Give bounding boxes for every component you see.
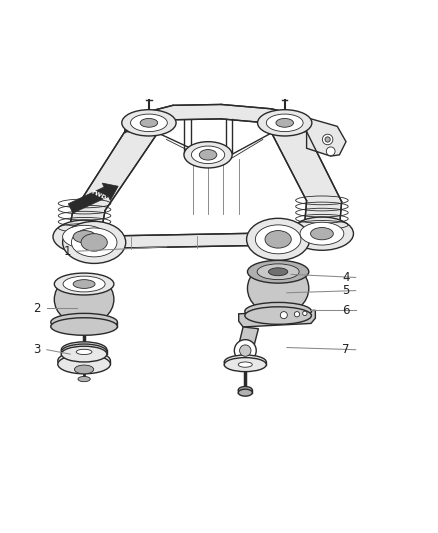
- Polygon shape: [68, 183, 118, 213]
- Ellipse shape: [258, 110, 312, 136]
- Ellipse shape: [247, 262, 309, 314]
- Ellipse shape: [255, 225, 301, 254]
- Ellipse shape: [238, 362, 252, 367]
- Ellipse shape: [76, 349, 92, 354]
- Text: 4: 4: [342, 271, 350, 284]
- Circle shape: [322, 134, 333, 145]
- Polygon shape: [125, 104, 307, 132]
- Text: 6: 6: [342, 304, 350, 317]
- Ellipse shape: [238, 389, 252, 396]
- Ellipse shape: [290, 217, 353, 251]
- Text: 2: 2: [33, 302, 41, 314]
- Ellipse shape: [58, 354, 110, 374]
- Ellipse shape: [131, 114, 167, 132]
- Ellipse shape: [224, 355, 266, 369]
- Ellipse shape: [268, 272, 275, 277]
- Polygon shape: [237, 327, 258, 361]
- Ellipse shape: [245, 307, 311, 324]
- Ellipse shape: [61, 344, 107, 360]
- Ellipse shape: [81, 233, 107, 251]
- Polygon shape: [272, 132, 342, 228]
- Ellipse shape: [199, 150, 217, 160]
- Ellipse shape: [78, 376, 90, 382]
- Ellipse shape: [247, 219, 310, 260]
- Circle shape: [326, 147, 335, 156]
- Polygon shape: [68, 232, 304, 249]
- Ellipse shape: [140, 118, 158, 127]
- Ellipse shape: [71, 228, 117, 257]
- Circle shape: [240, 345, 251, 356]
- Ellipse shape: [265, 231, 291, 248]
- Ellipse shape: [74, 365, 94, 374]
- Text: 1: 1: [64, 245, 72, 257]
- Ellipse shape: [279, 273, 289, 279]
- Ellipse shape: [51, 318, 117, 335]
- Ellipse shape: [53, 220, 116, 253]
- Ellipse shape: [245, 302, 311, 320]
- Ellipse shape: [266, 114, 303, 132]
- Polygon shape: [239, 310, 315, 327]
- Circle shape: [303, 311, 307, 316]
- Circle shape: [325, 137, 330, 142]
- Ellipse shape: [224, 358, 266, 372]
- Ellipse shape: [54, 274, 114, 325]
- Ellipse shape: [281, 274, 286, 278]
- Ellipse shape: [257, 264, 299, 280]
- Circle shape: [280, 312, 287, 319]
- Ellipse shape: [54, 273, 114, 295]
- Text: 7: 7: [342, 343, 350, 356]
- Text: FWD: FWD: [90, 189, 107, 200]
- Ellipse shape: [276, 118, 293, 127]
- Polygon shape: [68, 132, 158, 236]
- Ellipse shape: [73, 231, 96, 243]
- Ellipse shape: [238, 386, 252, 393]
- Ellipse shape: [63, 276, 105, 292]
- Ellipse shape: [184, 142, 232, 168]
- Ellipse shape: [51, 313, 117, 331]
- Ellipse shape: [61, 342, 107, 358]
- Circle shape: [234, 340, 256, 361]
- Ellipse shape: [122, 110, 176, 136]
- Ellipse shape: [63, 225, 106, 248]
- Ellipse shape: [58, 351, 110, 370]
- Ellipse shape: [265, 270, 279, 278]
- Ellipse shape: [73, 280, 95, 288]
- Ellipse shape: [311, 228, 333, 240]
- Text: 3: 3: [34, 343, 41, 356]
- Circle shape: [294, 312, 300, 317]
- Ellipse shape: [61, 346, 107, 362]
- Ellipse shape: [63, 221, 126, 263]
- Ellipse shape: [268, 268, 288, 276]
- Ellipse shape: [300, 222, 344, 245]
- Ellipse shape: [191, 146, 225, 164]
- Polygon shape: [307, 118, 346, 156]
- Text: 5: 5: [343, 284, 350, 297]
- Ellipse shape: [247, 260, 309, 283]
